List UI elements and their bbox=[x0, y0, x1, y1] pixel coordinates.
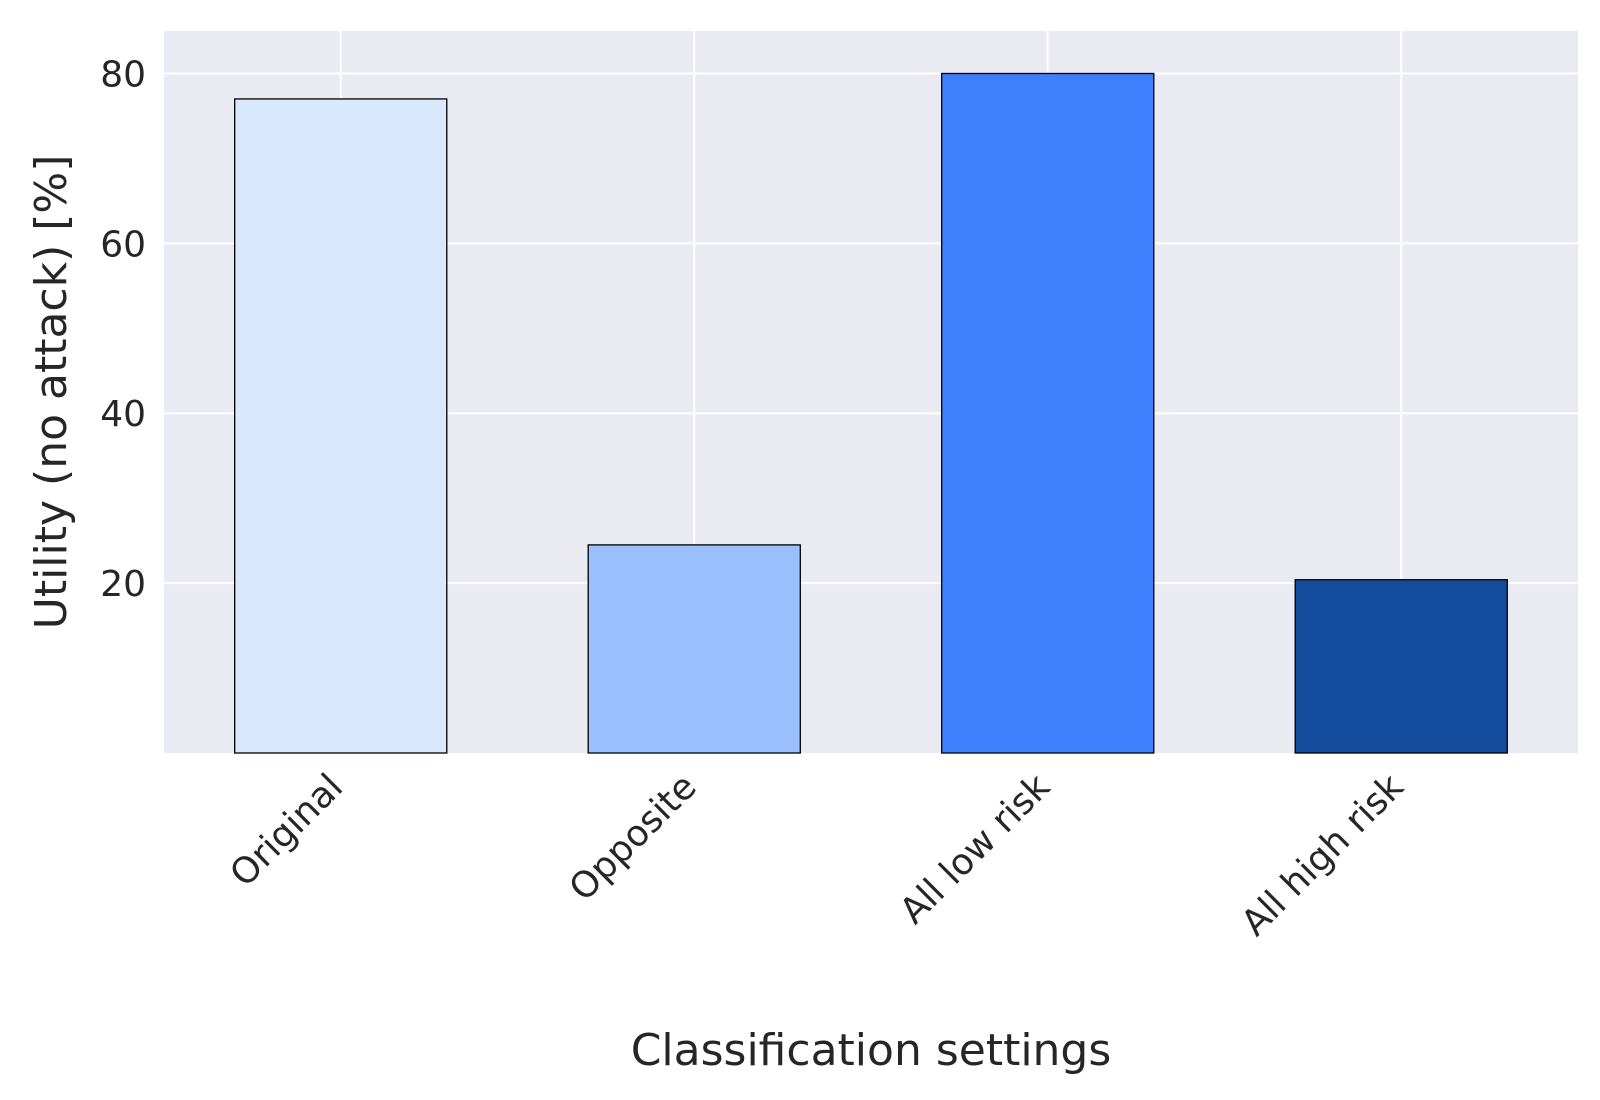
y-tick-label: 40 bbox=[100, 394, 146, 435]
bar bbox=[587, 544, 801, 754]
x-tick-labels: Original Opposite All low risk All high ris… bbox=[223, 766, 1412, 944]
x-tick-label: Original bbox=[223, 766, 352, 895]
y-axis-label: Utility (no attack) [%] bbox=[26, 155, 77, 630]
x-tick-label: All high risk bbox=[1234, 766, 1412, 944]
bar bbox=[941, 72, 1155, 754]
y-tick-label: 80 bbox=[100, 54, 146, 95]
x-tick-label: Opposite bbox=[562, 766, 705, 909]
bars bbox=[234, 72, 1508, 754]
y-tick-label: 20 bbox=[100, 564, 146, 605]
x-tick-label: All low risk bbox=[892, 766, 1058, 932]
y-tick-labels: 20 40 60 80 bbox=[100, 54, 146, 605]
bar bbox=[234, 98, 448, 754]
x-axis-label: Classification settings bbox=[631, 1025, 1112, 1076]
y-tick-label: 60 bbox=[100, 224, 146, 265]
bar bbox=[1294, 579, 1508, 754]
